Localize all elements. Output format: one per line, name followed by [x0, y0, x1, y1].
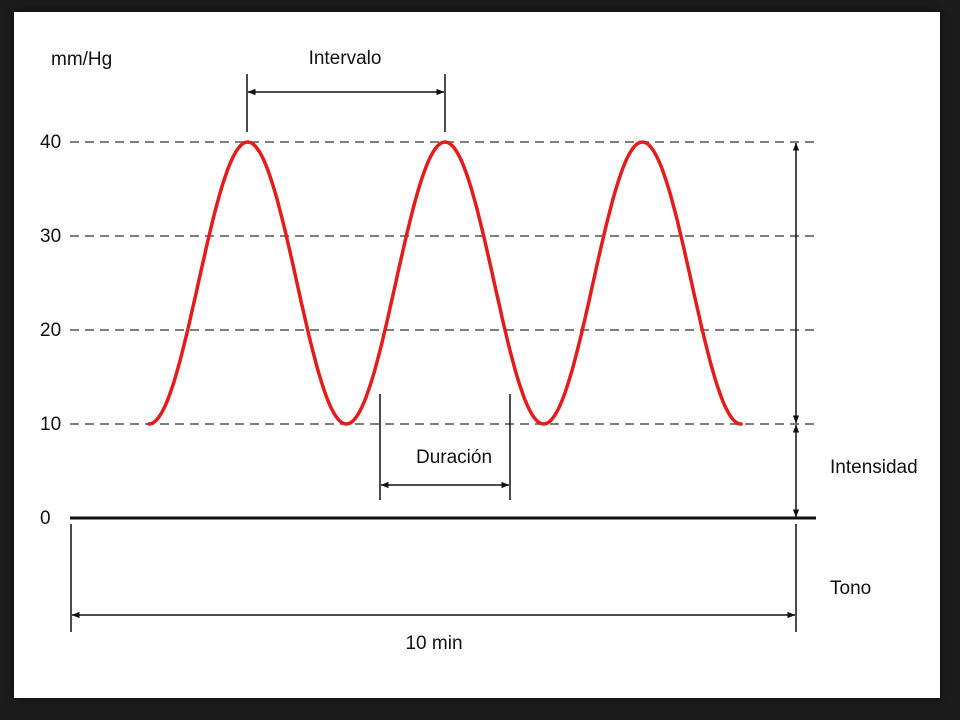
contraction-wave — [147, 140, 743, 426]
y-unit-label: mm/Hg — [51, 49, 112, 70]
time-span-label: 10 min — [405, 633, 462, 654]
slide: mm/Hg 40 30 20 10 0 Intervalo Duración I… — [14, 12, 940, 698]
duration-label: Duración — [416, 447, 492, 468]
tone-label: Tono — [830, 578, 871, 599]
uterine-contraction-diagram: mm/Hg 40 30 20 10 0 Intervalo Duración I… — [40, 48, 918, 654]
tick-label-20: 20 — [40, 320, 61, 341]
tick-label-40: 40 — [40, 132, 61, 153]
interval-label: Intervalo — [309, 48, 382, 69]
tick-label-10: 10 — [40, 414, 61, 435]
tick-label-0: 0 — [40, 508, 51, 529]
intensity-label: Intensidad — [830, 457, 918, 478]
tick-label-30: 30 — [40, 226, 61, 247]
